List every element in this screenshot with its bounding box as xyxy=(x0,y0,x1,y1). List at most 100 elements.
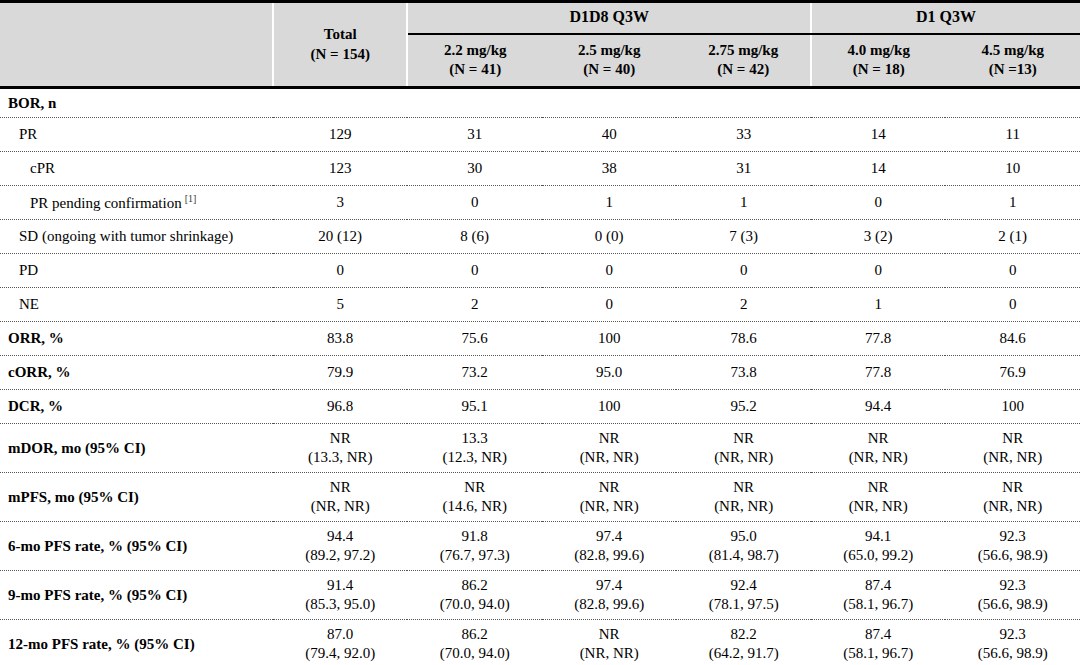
cell-value: 7 (3) xyxy=(676,220,811,254)
cell-value xyxy=(407,88,541,118)
cell-value xyxy=(811,88,945,118)
cell-value: 94.4 (89.2, 97.2) xyxy=(273,522,407,571)
cell-value: 92.3 (56.6, 98.9) xyxy=(945,620,1080,665)
cell-value: 0 xyxy=(811,254,945,288)
row-label: DCR, % xyxy=(0,390,273,424)
cell-value: NR (13.3, NR) xyxy=(273,424,407,473)
cell-value: 76.9 xyxy=(945,356,1080,390)
cell-value: 86.2 (70.0, 94.0) xyxy=(407,620,541,665)
row-label: PR pending confirmation[1] xyxy=(0,186,273,220)
cell-value: 0 xyxy=(811,186,945,220)
cell-value: 83.8 xyxy=(273,322,407,356)
cell-value: 1 xyxy=(676,186,811,220)
cell-value: 1 xyxy=(945,186,1080,220)
cell-value: NR (NR, NR) xyxy=(542,620,676,665)
row-label: SD (ongoing with tumor shrinkage) xyxy=(0,220,273,254)
cell-value: 8 (6) xyxy=(407,220,541,254)
cell-value: 0 xyxy=(945,254,1080,288)
cell-value: 87.4 (58.1, 96.7) xyxy=(811,620,945,665)
cell-value: 82.2 (64.2, 91.7) xyxy=(676,620,811,665)
cell-value: 86.2 (70.0, 94.0) xyxy=(407,571,541,620)
cell-value: 31 xyxy=(407,118,541,152)
cell-value xyxy=(273,88,407,118)
row-label: cPR xyxy=(0,152,273,186)
cell-value: NR (NR, NR) xyxy=(542,424,676,473)
row-label: NE xyxy=(0,288,273,322)
cell-value: NR (NR, NR) xyxy=(945,424,1080,473)
cell-value: 87.4 (58.1, 96.7) xyxy=(811,571,945,620)
cell-value xyxy=(945,88,1080,118)
header-group-d1d8-q3w: D1D8 Q3W xyxy=(407,2,810,34)
cell-value: 3 (2) xyxy=(811,220,945,254)
cell-value: 33 xyxy=(676,118,811,152)
cell-value: 96.8 xyxy=(273,390,407,424)
cell-value: NR (NR, NR) xyxy=(811,473,945,522)
cell-value: 91.4 (85.3, 95.0) xyxy=(273,571,407,620)
cell-value: 11 xyxy=(945,118,1080,152)
cell-value: 97.4 (82.8, 99.6) xyxy=(542,571,676,620)
row-label: cORR, % xyxy=(0,356,273,390)
header-col-2-2mgkg: 2.2 mg/kg (N = 41) xyxy=(407,34,541,88)
cell-value: 92.3 (56.6, 98.9) xyxy=(945,571,1080,620)
cell-value: 75.6 xyxy=(407,322,541,356)
cell-value: 0 xyxy=(407,254,541,288)
cell-value: 100 xyxy=(542,390,676,424)
cell-value: 0 xyxy=(676,254,811,288)
cell-value: 5 xyxy=(273,288,407,322)
cell-value xyxy=(542,88,676,118)
cell-value: 2 (1) xyxy=(945,220,1080,254)
cell-value: NR (NR, NR) xyxy=(542,473,676,522)
table-row: BOR, n xyxy=(0,88,1080,118)
cell-value: 129 xyxy=(273,118,407,152)
cell-value: 100 xyxy=(945,390,1080,424)
cell-value: NR (NR, NR) xyxy=(676,473,811,522)
cell-value: 94.4 xyxy=(811,390,945,424)
cell-value: NR (NR, NR) xyxy=(676,424,811,473)
cell-value: 14 xyxy=(811,152,945,186)
table-row: SD (ongoing with tumor shrinkage)20 (12)… xyxy=(0,220,1080,254)
row-label: 12-mo PFS rate, % (95% CI) xyxy=(0,620,273,665)
table-row: cORR, %79.973.295.073.877.876.9 xyxy=(0,356,1080,390)
cell-value: 79.9 xyxy=(273,356,407,390)
cell-value: 31 xyxy=(676,152,811,186)
cell-value: 78.6 xyxy=(676,322,811,356)
table-row: NE520210 xyxy=(0,288,1080,322)
cell-value: 3 xyxy=(273,186,407,220)
cell-value: 40 xyxy=(542,118,676,152)
header-label-column xyxy=(0,2,273,88)
header-col-2-5mgkg: 2.5 mg/kg (N = 40) xyxy=(542,34,676,88)
header-col-2-75mgkg: 2.75 mg/kg (N = 42) xyxy=(676,34,811,88)
cell-value: 95.0 xyxy=(542,356,676,390)
row-label: PD xyxy=(0,254,273,288)
table-row: PR1293140331411 xyxy=(0,118,1080,152)
cell-value: NR (NR, NR) xyxy=(273,473,407,522)
row-label: mDOR, mo (95% CI) xyxy=(0,424,273,473)
cell-value: 30 xyxy=(407,152,541,186)
cell-value: 95.2 xyxy=(676,390,811,424)
cell-value: 14 xyxy=(811,118,945,152)
cell-value: 0 xyxy=(407,186,541,220)
table-row: mPFS, mo (95% CI)NR (NR, NR)NR (14.6, NR… xyxy=(0,473,1080,522)
table-row: 12-mo PFS rate, % (95% CI)87.0 (79.4, 92… xyxy=(0,620,1080,665)
cell-value: 77.8 xyxy=(811,356,945,390)
row-label: mPFS, mo (95% CI) xyxy=(0,473,273,522)
table-row: ORR, %83.875.610078.677.884.6 xyxy=(0,322,1080,356)
header-group-d1-q3w: D1 Q3W xyxy=(811,2,1080,34)
cell-value: 73.2 xyxy=(407,356,541,390)
table-row: 6-mo PFS rate, % (95% CI)94.4 (89.2, 97.… xyxy=(0,522,1080,571)
cell-value: 73.8 xyxy=(676,356,811,390)
cell-value: 95.0 (81.4, 98.7) xyxy=(676,522,811,571)
cell-value: 0 xyxy=(542,288,676,322)
cell-value: NR (14.6, NR) xyxy=(407,473,541,522)
cell-value: 87.0 (79.4, 92.0) xyxy=(273,620,407,665)
cell-value: 95.1 xyxy=(407,390,541,424)
cell-value: 2 xyxy=(407,288,541,322)
footnote-marker: [1] xyxy=(185,193,197,204)
header-col-4-5mgkg: 4.5 mg/kg (N =13) xyxy=(945,34,1080,88)
table-row: DCR, %96.895.110095.294.4100 xyxy=(0,390,1080,424)
cell-value: 77.8 xyxy=(811,322,945,356)
row-label: 6-mo PFS rate, % (95% CI) xyxy=(0,522,273,571)
page: Total (N = 154) D1D8 Q3W D1 Q3W 2.2 mg/k… xyxy=(0,0,1080,665)
cell-value: 0 xyxy=(273,254,407,288)
cell-value: 0 xyxy=(945,288,1080,322)
